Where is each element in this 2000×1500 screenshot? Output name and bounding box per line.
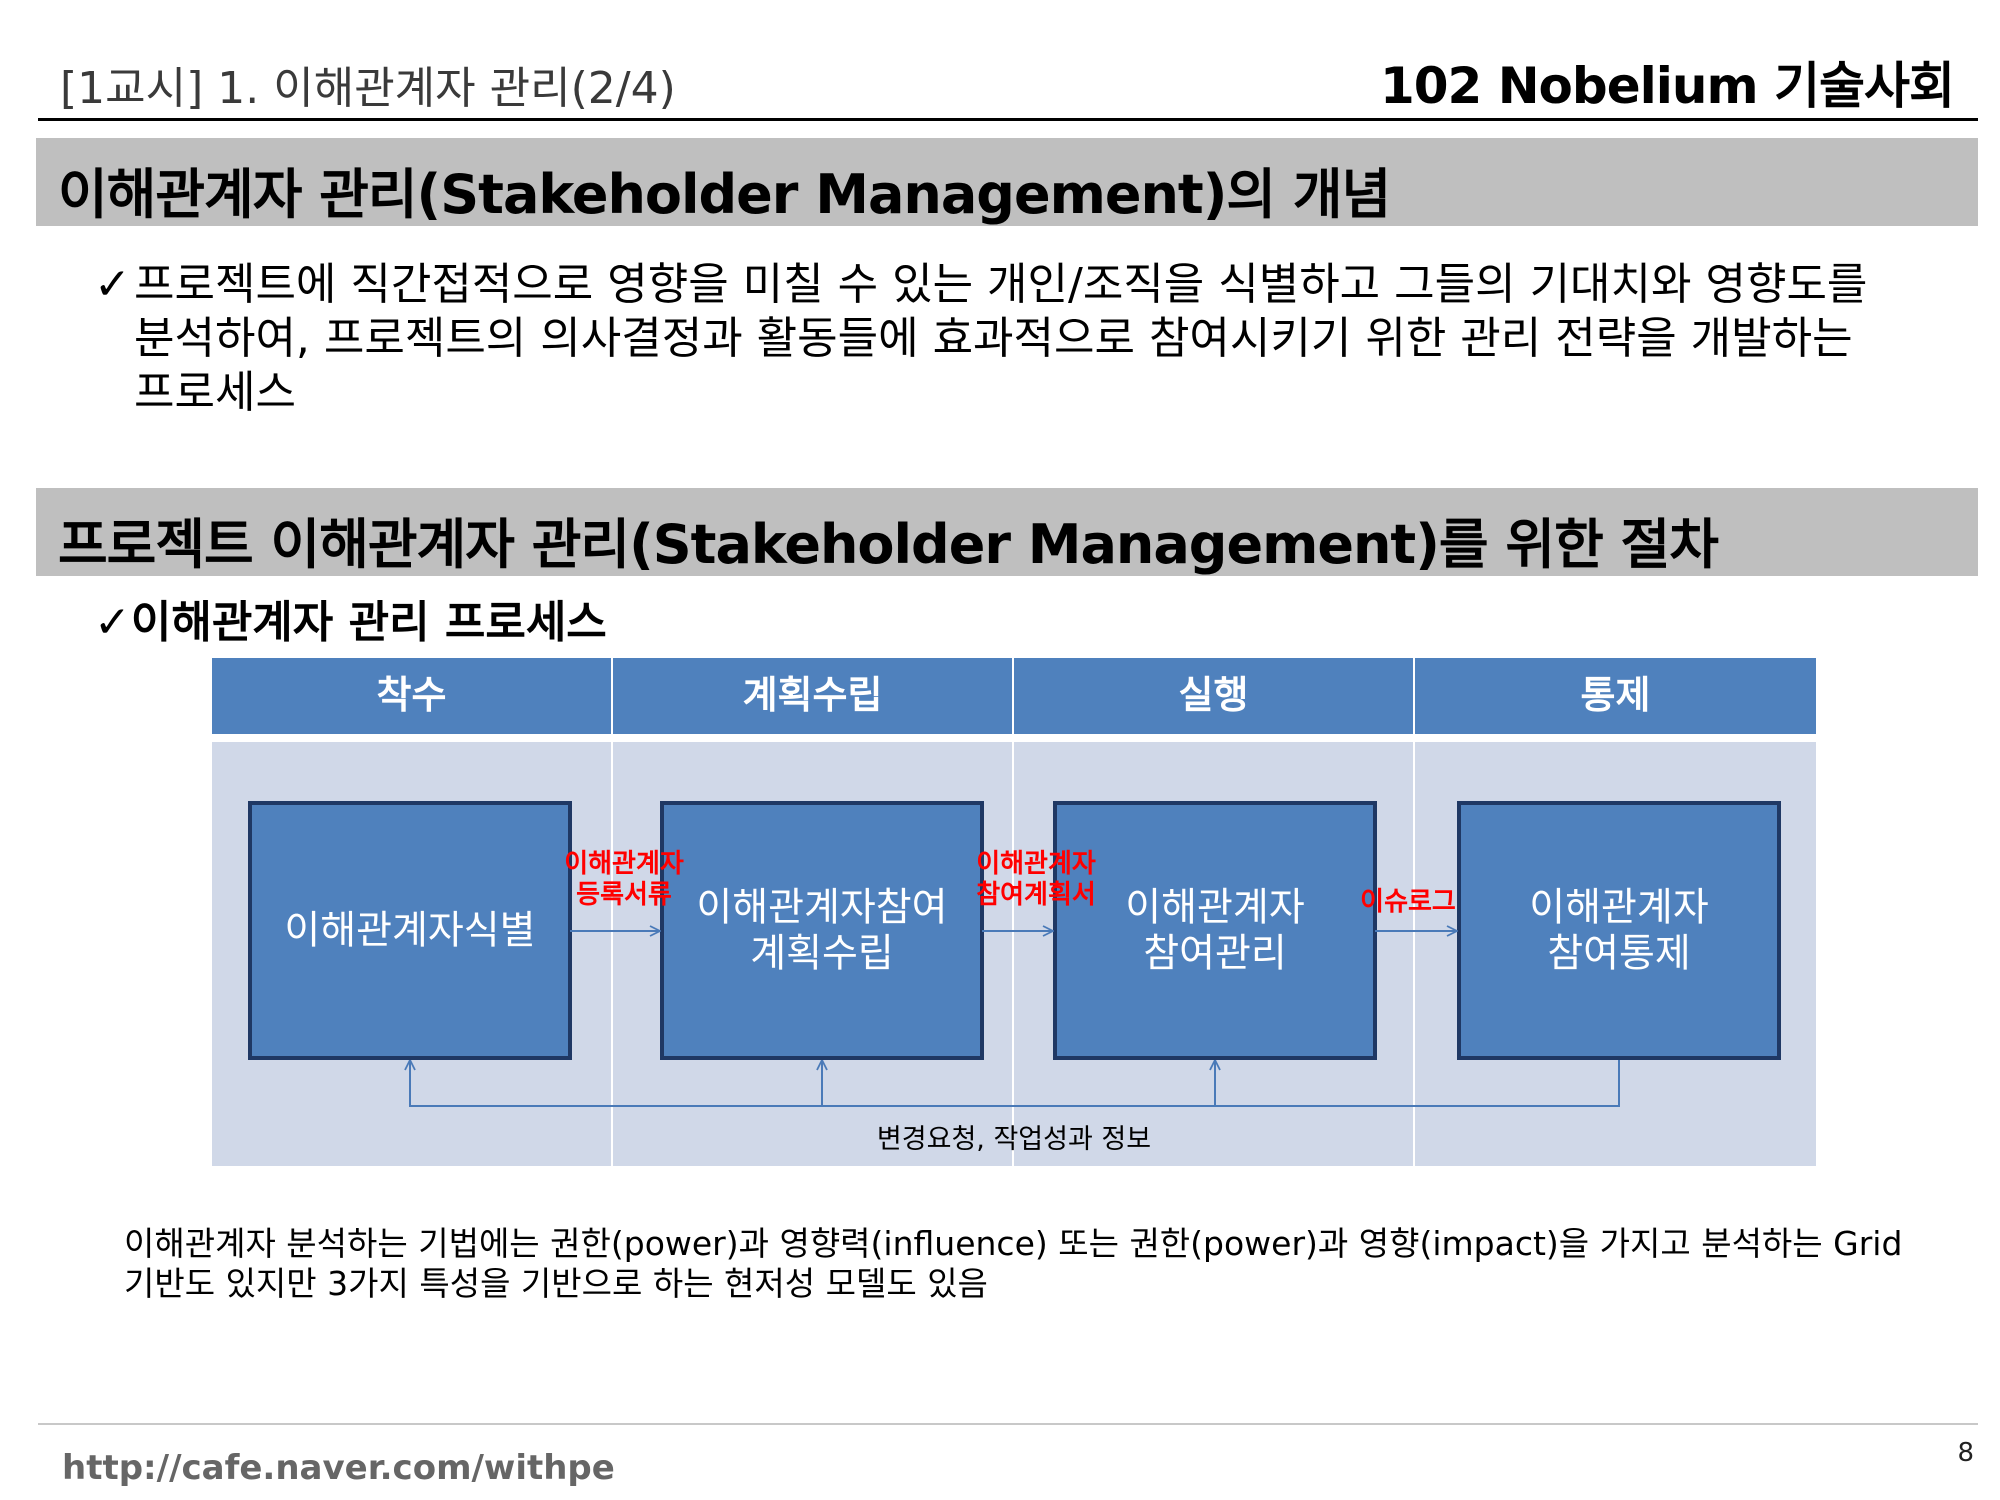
process-box-label: 이해관계자	[1529, 886, 1708, 931]
footer-divider	[38, 1423, 1978, 1425]
artifact-label: 이해관계자	[564, 849, 684, 879]
process-box-label: 계획수립	[750, 932, 894, 977]
phase-label: 착수	[377, 673, 447, 717]
process-box-label: 이해관계자참여	[696, 886, 947, 931]
section-1-heading-bar: 이해관계자 관리(Stakeholder Management)의 개념	[36, 138, 1978, 226]
artifact-label: 이해관계자	[976, 849, 1096, 879]
organization-name: 102 Nobelium 기술사회	[1379, 57, 1955, 115]
header-divider	[38, 118, 1978, 121]
phase-header-1	[212, 658, 611, 734]
process-box-label: 이해관계자	[1125, 886, 1304, 931]
artifact-label: 이슈로그	[1360, 887, 1456, 917]
phase-header-3	[1014, 658, 1413, 734]
section-2-heading-bar: 프로젝트 이해관계자 관리(Stakeholder Management)를 위…	[36, 488, 1978, 576]
process-box-label: 이해관계자식별	[284, 909, 535, 954]
phase-label: 계획수립	[743, 673, 883, 717]
slide-header-title: [1교시] 1. 이해관계자 관리(2/4)	[60, 63, 676, 114]
footer-url: http://cafe.naver.com/withpe	[62, 1448, 615, 1488]
process-box-2	[660, 801, 984, 1060]
process-subheading: ✓이해관계자 관리 프로세스	[94, 597, 607, 648]
phase-label: 실행	[1179, 673, 1249, 717]
analysis-note: 이해관계자 분석하는 기법에는 권한(power)과 영향력(influence…	[124, 1224, 1903, 1303]
concept-paragraph: ✓ 프로젝트에 직간접적으로 영향을 미칠 수 있는 개인/조직을 식별하고 그…	[94, 258, 1874, 420]
artifact-label: 참여계획서	[976, 880, 1096, 910]
feedback-loop-line	[410, 1058, 1620, 1107]
feedback-label: 변경요청, 작업성과 정보	[877, 1124, 1151, 1155]
section-2-title: 프로젝트 이해관계자 관리(Stakeholder Management)를 위…	[58, 513, 1719, 576]
concept-text: 프로젝트에 직간접적으로 영향을 미칠 수 있는 개인/조직을 식별하고 그들의…	[134, 259, 1868, 418]
stakeholder-process-diagram: 착수 계획수립 실행 통제 이해관계자식별이해관계자참여계획수립이해관계자참여관리이해…	[212, 658, 1816, 1166]
checkmark-icon: ✓	[94, 259, 131, 310]
phase-header-2	[613, 658, 1012, 734]
process-box-label: 참여통제	[1547, 932, 1691, 977]
phase-header-4	[1415, 658, 1816, 734]
artifact-label: 등록서류	[576, 880, 672, 910]
process-box-4	[1457, 801, 1781, 1060]
page-number: 8	[1957, 1438, 1974, 1468]
process-box-label: 참여관리	[1143, 932, 1287, 977]
phase-label: 통제	[1581, 673, 1651, 717]
process-box-3	[1053, 801, 1377, 1060]
section-1-title: 이해관계자 관리(Stakeholder Management)의 개념	[58, 163, 1391, 226]
